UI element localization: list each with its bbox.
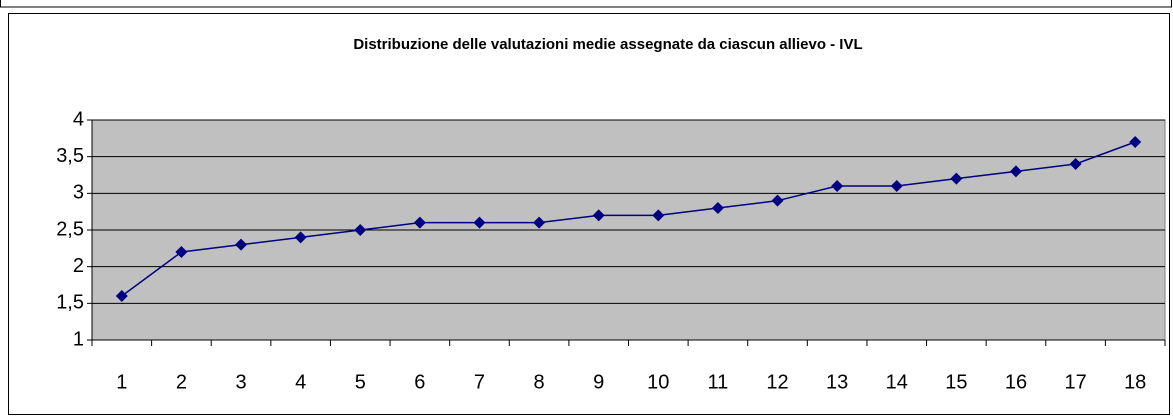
marker [235, 238, 248, 251]
x-tick-label: 12 [766, 371, 788, 393]
marker [1129, 136, 1142, 148]
x-tick-label: 8 [534, 371, 545, 393]
marker [831, 180, 844, 192]
y-tick-label: 3,5 [56, 145, 84, 167]
marker [771, 194, 784, 207]
chart-title: Distribuzione delle valutazioni medie as… [353, 36, 862, 53]
marker [711, 202, 724, 214]
top-frame [0, 0, 1172, 8]
x-tick-label: 2 [176, 371, 187, 393]
y-tick-label: 2 [73, 255, 84, 277]
y-tick-label: 4 [73, 108, 84, 130]
marker [354, 224, 367, 236]
x-tick-label: 1 [116, 371, 127, 393]
marker [175, 246, 188, 258]
x-tick-label: 10 [647, 371, 669, 393]
marker [473, 216, 486, 229]
marker [1009, 165, 1022, 178]
x-tick-label: 3 [235, 371, 246, 393]
x-tick-label: 4 [295, 371, 306, 393]
x-tick-label: 11 [708, 371, 729, 393]
marker [115, 290, 128, 302]
line [121, 141, 1136, 297]
y-tick-label: 1 [73, 328, 84, 350]
x-tick-label: 5 [355, 371, 366, 393]
x-tick-label: 18 [1124, 371, 1146, 393]
x-tick-label: 17 [1064, 371, 1086, 393]
marker [652, 209, 665, 222]
x-tick-label: 9 [593, 371, 604, 393]
x-tick-label: 15 [945, 371, 967, 393]
x-tick-label: 13 [826, 371, 848, 393]
x-tick-label: 6 [414, 371, 425, 393]
marker [950, 172, 963, 185]
marker [533, 216, 546, 229]
marker [1069, 158, 1082, 170]
y-tick-label: 3 [73, 182, 84, 204]
y-tick-label: 2,5 [56, 218, 84, 240]
x-tick-label: 14 [886, 371, 908, 393]
x-tick-label: 16 [1005, 371, 1027, 393]
marker [294, 231, 307, 244]
marker [592, 209, 605, 222]
y-tick-label: 1,5 [56, 292, 84, 314]
x-tick-label: 7 [474, 371, 485, 393]
marker [413, 216, 426, 229]
marker [890, 180, 903, 192]
